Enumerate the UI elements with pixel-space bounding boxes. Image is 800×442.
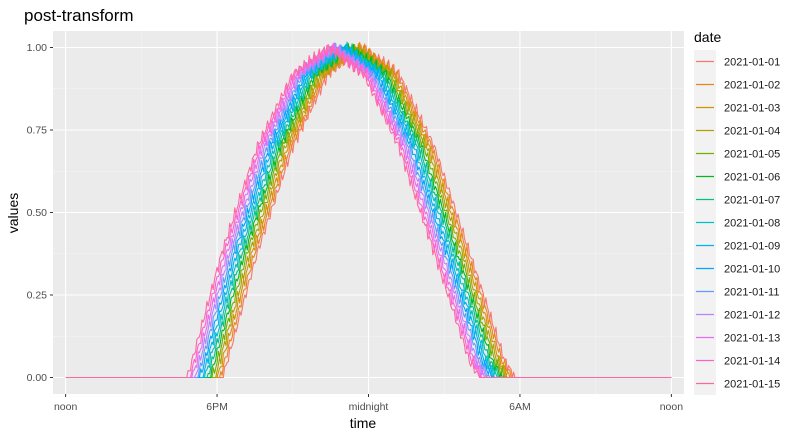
- y-axis: 0.00 0.25 0.50 0.75 1.00: [27, 42, 53, 384]
- y-tick-label: 0.50: [27, 207, 48, 219]
- y-tick-label: 0.25: [27, 290, 48, 302]
- series-line: [65, 44, 672, 379]
- x-tick-label: midnight: [349, 401, 389, 413]
- x-tick-label: 6AM: [509, 401, 531, 413]
- x-tick-label: 6PM: [206, 401, 228, 413]
- y-tick-label: 1.00: [27, 42, 48, 54]
- legend: date 2021-01-012021-01-022021-01-032021-…: [694, 29, 780, 395]
- y-axis-title: values: [5, 193, 21, 233]
- legend-label: 2021-01-07: [724, 195, 780, 207]
- x-tick-label: noon: [54, 401, 78, 413]
- legend-title: date: [694, 29, 721, 45]
- legend-label: 2021-01-03: [724, 103, 780, 115]
- legend-label: 2021-01-11: [724, 287, 779, 299]
- legend-label: 2021-01-08: [724, 218, 780, 230]
- x-axis: noon 6PM midnight 6AM noon: [54, 394, 683, 413]
- legend-label: 2021-01-01: [724, 57, 780, 69]
- x-tick-label: noon: [660, 401, 684, 413]
- legend-label: 2021-01-09: [724, 241, 780, 253]
- x-axis-title: time: [350, 415, 377, 431]
- chart-title: post-transform: [24, 6, 134, 25]
- legend-label: 2021-01-15: [724, 379, 780, 391]
- legend-label: 2021-01-02: [724, 80, 780, 92]
- legend-label: 2021-01-13: [724, 333, 780, 345]
- legend-label: 2021-01-12: [724, 310, 780, 322]
- legend-label: 2021-01-06: [724, 172, 780, 184]
- legend-label: 2021-01-14: [724, 356, 780, 368]
- legend-label: 2021-01-10: [724, 264, 780, 276]
- series-layer: [65, 41, 672, 379]
- legend-label: 2021-01-05: [724, 149, 780, 161]
- legend-label: 2021-01-04: [724, 126, 780, 138]
- y-tick-label: 0.75: [27, 125, 48, 137]
- legend-items: 2021-01-01 2021-01-02 2021-01-03 2021-01-04…: [694, 50, 780, 395]
- y-tick-label: 0.00: [27, 372, 48, 384]
